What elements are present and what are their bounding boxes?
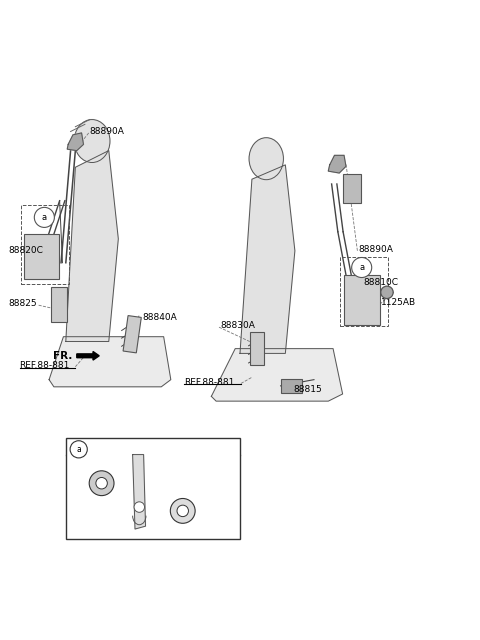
Text: 1125AB: 1125AB <box>381 298 416 307</box>
Text: REF.88-881: REF.88-881 <box>20 361 70 370</box>
Text: 88815: 88815 <box>293 385 322 394</box>
Bar <box>343 175 361 203</box>
Text: 88820C: 88820C <box>9 246 43 255</box>
Polygon shape <box>67 133 84 150</box>
Bar <box>51 287 67 323</box>
Polygon shape <box>328 156 346 173</box>
Text: 88840A: 88840A <box>142 313 177 322</box>
Polygon shape <box>49 337 171 387</box>
Polygon shape <box>240 165 295 353</box>
Bar <box>22 205 69 284</box>
Circle shape <box>34 207 54 227</box>
Text: a: a <box>76 445 81 454</box>
Ellipse shape <box>249 138 283 180</box>
Circle shape <box>96 477 108 489</box>
Text: FR.: FR. <box>53 351 72 361</box>
Bar <box>66 438 240 539</box>
Polygon shape <box>211 349 343 401</box>
Polygon shape <box>77 351 99 360</box>
Bar <box>251 332 264 365</box>
Ellipse shape <box>74 120 110 163</box>
Circle shape <box>352 257 372 278</box>
Text: 88825: 88825 <box>9 299 37 308</box>
Bar <box>281 379 302 392</box>
Text: 88877: 88877 <box>189 493 216 502</box>
Polygon shape <box>66 150 118 342</box>
Text: 88810C: 88810C <box>363 278 398 287</box>
Text: a: a <box>42 213 47 222</box>
Polygon shape <box>132 454 145 529</box>
Circle shape <box>177 505 189 516</box>
Bar <box>24 234 59 280</box>
Text: a: a <box>359 263 364 272</box>
Circle shape <box>134 502 144 513</box>
Circle shape <box>381 286 393 298</box>
Text: 88890A: 88890A <box>359 245 393 254</box>
Circle shape <box>170 499 195 524</box>
Text: 88878: 88878 <box>79 465 106 474</box>
Circle shape <box>70 441 87 458</box>
Text: 88830A: 88830A <box>220 321 255 330</box>
Bar <box>344 275 380 324</box>
Bar <box>123 316 141 353</box>
Circle shape <box>89 471 114 495</box>
Text: REF.88-881: REF.88-881 <box>184 378 235 387</box>
Bar <box>340 257 388 326</box>
Text: 88890A: 88890A <box>90 127 124 136</box>
